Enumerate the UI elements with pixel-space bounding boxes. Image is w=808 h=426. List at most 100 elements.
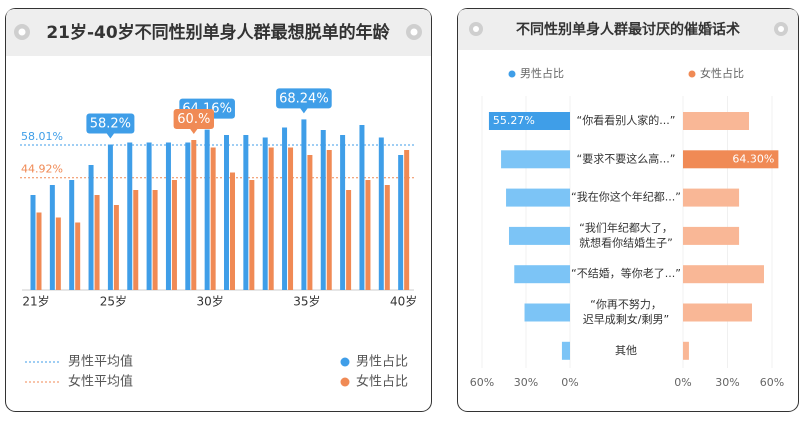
- legend-label: 男性平均值: [68, 354, 133, 370]
- legend-label: 女性占比: [700, 66, 744, 80]
- x-tick-label: 21岁: [22, 294, 49, 309]
- bar: [359, 125, 365, 290]
- data-label: 55.27%: [493, 114, 535, 127]
- x-tick-label: 30岁: [197, 294, 224, 309]
- bar: [49, 185, 55, 290]
- bar: [69, 180, 75, 290]
- bar: [243, 135, 249, 290]
- bar: [133, 190, 139, 290]
- category-label: “我在你这个年纪都...”: [571, 190, 681, 204]
- callout: [173, 109, 214, 129]
- bar: [171, 180, 177, 290]
- x-tick-label: 30%: [715, 376, 739, 389]
- callout: [276, 88, 332, 109]
- reference-label: 58.01%: [21, 130, 63, 143]
- legend-marker: [340, 357, 350, 367]
- x-tick-label: 60%: [760, 376, 784, 389]
- chart-title: 21岁-40岁不同性别单身人群最想脱单的年龄: [46, 22, 390, 43]
- bar: [262, 137, 268, 290]
- legend-marker: [688, 70, 696, 78]
- x-tick-label: 35岁: [293, 294, 320, 309]
- bar: [683, 112, 750, 130]
- bar: [204, 129, 210, 290]
- x-tick-label: 25岁: [100, 294, 127, 309]
- callout-pointer: [189, 128, 198, 134]
- x-tick-label: 30%: [514, 376, 538, 389]
- category-label: “要求不要这么高...”: [577, 151, 676, 165]
- panel-header: [458, 9, 798, 50]
- legend-label: 女性平均值: [68, 374, 133, 390]
- legend-marker: [340, 377, 350, 387]
- bar: [210, 147, 216, 290]
- data-label: 60.%: [177, 112, 210, 127]
- legend-label: 男性占比: [520, 66, 564, 80]
- bar: [88, 165, 94, 290]
- bar: [191, 140, 197, 290]
- data-label: 64.30%: [732, 152, 774, 165]
- panel: [5, 8, 432, 412]
- bar: [683, 226, 740, 245]
- bar: [404, 150, 410, 290]
- bar: [346, 190, 352, 290]
- bar: [185, 142, 191, 290]
- bar: [94, 195, 100, 290]
- bar: [488, 112, 570, 130]
- category-label: “不结婚，等你老了...”: [571, 266, 681, 280]
- legend-marker: [508, 70, 516, 78]
- bar: [288, 147, 294, 290]
- bar: [224, 135, 229, 290]
- bar: [75, 222, 81, 290]
- legend-label: 男性占比: [356, 355, 408, 370]
- x-tick-label: 0%: [674, 376, 691, 389]
- label-column: [570, 100, 683, 366]
- bar: [561, 341, 570, 360]
- bar: [307, 155, 313, 290]
- bar: [398, 155, 404, 290]
- callout-pointer: [106, 133, 115, 139]
- x-tick-label: 0%: [561, 376, 578, 389]
- bar: [365, 180, 371, 290]
- bar: [683, 265, 764, 284]
- bar: [506, 188, 570, 207]
- legend-label: 女性占比: [356, 374, 408, 390]
- data-label: 68.24%: [279, 91, 329, 106]
- bar: [249, 180, 255, 290]
- bar: [683, 188, 740, 207]
- bar: [320, 130, 326, 290]
- bar: [326, 150, 332, 290]
- bar: [378, 137, 384, 290]
- category-label: “你看看别人家的...”: [577, 113, 676, 127]
- callout: [86, 113, 135, 134]
- bar: [165, 142, 171, 290]
- bar: [152, 190, 158, 290]
- category-label: 其他: [615, 344, 637, 357]
- bar: [282, 127, 288, 290]
- bar: [127, 142, 133, 290]
- bar: [340, 135, 346, 290]
- bar: [501, 150, 570, 169]
- x-tick-label: 60%: [470, 376, 494, 389]
- chart-title: 不同性别单身人群最讨厌的催婚话术: [516, 21, 740, 38]
- panel-header: [6, 9, 431, 56]
- bar: [30, 195, 36, 290]
- bar: [268, 147, 274, 290]
- bar: [514, 265, 570, 284]
- bar: [384, 185, 390, 290]
- bar: [508, 226, 570, 245]
- category-label: “我们年纪都大了，就想看你结婚生子”: [579, 220, 673, 249]
- bar: [683, 341, 689, 360]
- bar: [146, 142, 152, 290]
- category-label: “你再不努力，迟早成剩女/剩男”: [583, 297, 669, 326]
- x-tick-label: 40岁: [390, 294, 417, 309]
- bar: [524, 303, 570, 322]
- callout-pointer: [299, 107, 308, 114]
- bar: [230, 172, 235, 290]
- bar: [113, 205, 119, 290]
- bar: [107, 144, 113, 290]
- bar: [683, 303, 752, 322]
- bar: [301, 119, 307, 291]
- bar: [36, 212, 42, 290]
- reference-label: 44.92%: [21, 163, 63, 176]
